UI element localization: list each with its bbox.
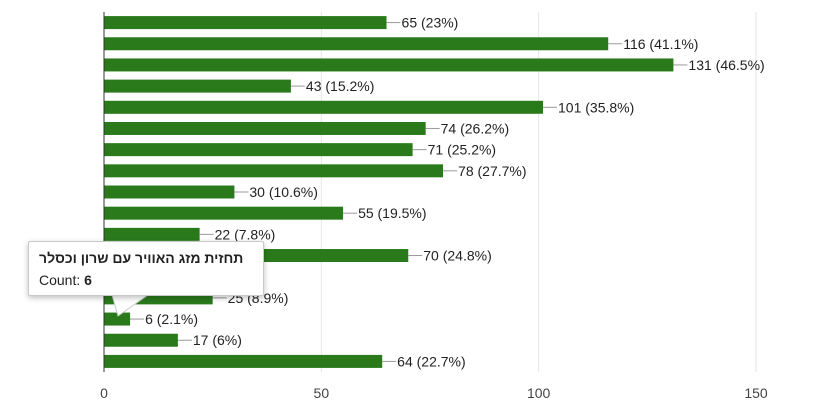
data-label: 78 (27.7%) (458, 163, 526, 179)
data-label: 116 (41.1%) (623, 36, 698, 52)
tooltip-count: Count: 6 (39, 272, 253, 288)
bar[interactable] (104, 164, 444, 178)
bar[interactable] (104, 100, 544, 114)
bar[interactable] (104, 227, 200, 241)
tooltip-title: תחזית מזג האוויר עם שרון וכסלר (39, 250, 244, 266)
data-label: 74 (26.2%) (441, 120, 509, 136)
data-label: 55 (19.5%) (358, 205, 426, 221)
x-tick-label: 50 (314, 385, 330, 401)
data-label: 131 (46.5%) (688, 57, 764, 73)
data-label: 30 (10.6%) (249, 184, 317, 200)
data-labels: 65 (23%) 116 (41.1%) 131 (46.5%) 43 (15.2%)… (130, 15, 765, 369)
data-label: 101 (35.8%) (558, 99, 634, 115)
bar[interactable] (104, 333, 178, 347)
bar[interactable] (104, 37, 609, 51)
data-label: 43 (15.2%) (306, 78, 374, 94)
gridlines (320, 12, 757, 372)
bar[interactable] (104, 206, 344, 220)
x-tick-label: 0 (100, 385, 108, 401)
x-tick-label: 100 (527, 385, 551, 401)
bar[interactable] (104, 16, 387, 30)
bar[interactable] (104, 185, 235, 199)
x-axis-ticks: 0 50 100 150 (100, 385, 768, 401)
data-label: 65 (23%) (402, 15, 459, 31)
bar[interactable] (104, 58, 674, 72)
bar[interactable] (104, 79, 291, 93)
bar[interactable] (104, 143, 413, 157)
data-label: 64 (22.7%) (397, 353, 465, 369)
bar-tooltip: תחזית מזג האוויר עם שרון וכסלר Count: 6 (28, 241, 264, 296)
bar[interactable] (104, 312, 131, 326)
bar[interactable] (104, 121, 426, 135)
data-label: 6 (2.1%) (145, 311, 198, 327)
bar[interactable] (104, 354, 383, 368)
data-label: 17 (6%) (193, 332, 242, 348)
data-label: 70 (24.8%) (423, 248, 491, 264)
tooltip-count-label: Count: (39, 272, 85, 288)
data-label: 22 (7.8%) (215, 226, 276, 242)
x-tick-label: 150 (744, 385, 768, 401)
data-label: 71 (25.2%) (428, 142, 496, 158)
tooltip-count-value: 6 (84, 272, 92, 288)
